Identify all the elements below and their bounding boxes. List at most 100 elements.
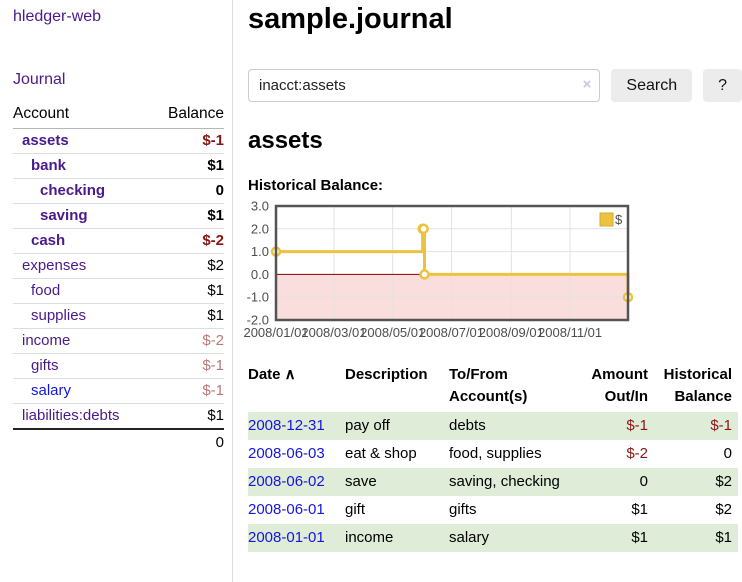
account-balance: $-1 xyxy=(151,353,224,379)
register-header-row: Date ∧ Description To/From Account(s) Amoun… xyxy=(248,360,738,412)
transaction-description: save xyxy=(345,473,377,490)
account-name-cell: cash xyxy=(13,228,152,254)
account-balance: $1 xyxy=(151,303,224,329)
account-balance: $1 xyxy=(151,203,224,229)
sidebar-account-row: assets $-1 xyxy=(13,129,224,154)
search-box: × xyxy=(248,69,601,102)
register-header-balance: Historical Balance xyxy=(663,366,732,405)
accounts-header-account: Account xyxy=(13,102,152,129)
page-title: sample.journal xyxy=(248,3,453,35)
accounts-total-value: 0 xyxy=(151,428,224,456)
sidebar-account-row: cash $-2 xyxy=(13,228,224,254)
account-name-cell: salary xyxy=(13,378,152,404)
account-name-cell: income xyxy=(13,328,152,354)
transaction-balance: $1 xyxy=(715,529,732,546)
svg-text:-1.0: -1.0 xyxy=(247,290,269,305)
transaction-amount: 0 xyxy=(639,473,648,490)
search-row: × Search ? xyxy=(248,69,742,102)
sidebar-account-link-expenses[interactable]: expenses xyxy=(22,257,87,274)
transaction-balance: $2 xyxy=(715,473,732,490)
clear-search-icon[interactable]: × xyxy=(582,76,592,93)
accounts-total-spacer xyxy=(13,428,152,456)
transaction-accounts: salary xyxy=(449,529,490,546)
account-balance: $1 xyxy=(151,153,224,179)
register-header-description: Description xyxy=(345,366,428,383)
legend-swatch xyxy=(599,212,614,227)
register-header-date[interactable]: Date ∧ xyxy=(248,366,296,383)
svg-text:2008/03/01: 2008/03/01 xyxy=(301,325,366,340)
svg-text:2008/11/01: 2008/11/01 xyxy=(538,325,602,340)
transaction-date-link[interactable]: 2008-06-02 xyxy=(248,473,325,490)
account-name-cell: expenses xyxy=(13,253,152,279)
help-button[interactable]: ? xyxy=(703,69,742,102)
account-balance: 0 xyxy=(151,178,224,204)
transaction-date-cell: 2008-12-31 xyxy=(248,412,345,440)
account-name-cell: saving xyxy=(13,203,152,229)
sidebar-account-row: salary $-1 xyxy=(13,378,224,404)
transaction-amount: $-2 xyxy=(626,445,648,462)
sidebar-account-link-bank[interactable]: bank xyxy=(31,157,67,174)
nav-journal-link[interactable]: Journal xyxy=(13,71,66,88)
transaction-accounts: debts xyxy=(449,417,486,434)
sidebar-account-link-checking[interactable]: checking xyxy=(40,182,106,199)
account-balance: $-1 xyxy=(202,132,224,149)
transaction-balance: $2 xyxy=(715,501,732,518)
account-name-cell: assets xyxy=(13,129,151,154)
account-balance: $1 xyxy=(151,403,224,429)
account-balance: $-2 xyxy=(151,228,224,254)
transaction-row: 2008-06-03 eat & shop food, supplies $-2 0 xyxy=(248,440,738,468)
svg-text:3.0: 3.0 xyxy=(251,201,269,214)
transaction-row: 2008-06-01 gift gifts $1 $2 xyxy=(248,496,738,524)
chart-label: Historical Balance: xyxy=(248,177,384,194)
account-balance: $1 xyxy=(151,278,224,304)
brand-link[interactable]: hledger-web xyxy=(13,8,102,25)
sidebar-account-link-salary[interactable]: salary xyxy=(31,382,72,399)
account-name-cell: checking xyxy=(13,178,152,204)
sidebar-account-row: saving $1 xyxy=(13,203,224,229)
transaction-date-link[interactable]: 2008-12-31 xyxy=(248,417,325,434)
main-content: sample.journal × Search ? assets Histori… xyxy=(244,0,742,552)
search-button[interactable]: Search xyxy=(611,69,693,102)
sidebar-account-row: supplies $1 xyxy=(13,303,224,329)
sidebar-account-link-cash[interactable]: cash xyxy=(31,232,66,249)
search-input[interactable] xyxy=(248,69,601,102)
sidebar: hledger-web Journal Account Balance asse… xyxy=(0,0,233,582)
account-balance: $-2 xyxy=(151,328,224,354)
sidebar-account-row: bank $1 xyxy=(13,153,224,179)
account-name-cell: liabilities:debts xyxy=(13,403,152,429)
account-heading: assets xyxy=(248,127,323,154)
sidebar-account-link-income[interactable]: income xyxy=(22,332,71,349)
sidebar-account-link-liabilities-debts[interactable]: liabilities:debts xyxy=(22,407,120,424)
transaction-description: gift xyxy=(345,501,366,518)
transaction-date-cell: 2008-06-01 xyxy=(248,496,345,524)
svg-text:1.0: 1.0 xyxy=(251,244,269,259)
account-balance: $2 xyxy=(151,253,224,279)
sidebar-account-row: checking 0 xyxy=(13,178,224,204)
sidebar-account-link-supplies[interactable]: supplies xyxy=(31,307,87,324)
account-balance: $-1 xyxy=(151,378,224,404)
sidebar-account-link-saving[interactable]: saving xyxy=(40,207,88,224)
sidebar-account-row: gifts $-1 xyxy=(13,353,224,379)
transaction-date-link[interactable]: 2008-06-03 xyxy=(248,445,325,462)
transaction-row: 2008-12-31 pay off debts $-1 $-1 xyxy=(248,412,738,440)
transaction-date-cell: 2008-06-02 xyxy=(248,468,345,496)
transaction-date-link[interactable]: 2008-06-01 xyxy=(248,501,325,518)
transaction-balance: 0 xyxy=(723,445,732,462)
sidebar-account-row: income $-2 xyxy=(13,328,224,354)
accounts-header-row: Account Balance xyxy=(13,102,224,129)
register-header-accounts: To/From Account(s) xyxy=(449,366,528,405)
sidebar-account-link-gifts[interactable]: gifts xyxy=(31,357,59,374)
svg-text:0.0: 0.0 xyxy=(251,267,269,282)
svg-text:2008/07/01: 2008/07/01 xyxy=(419,325,484,340)
sidebar-account-link-assets[interactable]: assets xyxy=(22,132,69,149)
transaction-accounts: gifts xyxy=(449,501,477,518)
transaction-balance: $-1 xyxy=(710,417,732,434)
transaction-row: 2008-06-02 save saving, checking 0 $2 xyxy=(248,468,738,496)
transaction-date-link[interactable]: 2008-01-01 xyxy=(248,529,325,546)
register-header-amount: Amount Out/In xyxy=(591,366,648,405)
transaction-amount: $-1 xyxy=(626,417,648,434)
balance-chart-svg: 3.0 2.0 1.0 0.0 -1.0 -2.02008/01/012008/03/01… xyxy=(244,201,634,340)
transaction-description: eat & shop xyxy=(345,445,417,462)
sidebar-account-link-food[interactable]: food xyxy=(31,282,61,299)
account-name-cell: supplies xyxy=(13,303,152,329)
